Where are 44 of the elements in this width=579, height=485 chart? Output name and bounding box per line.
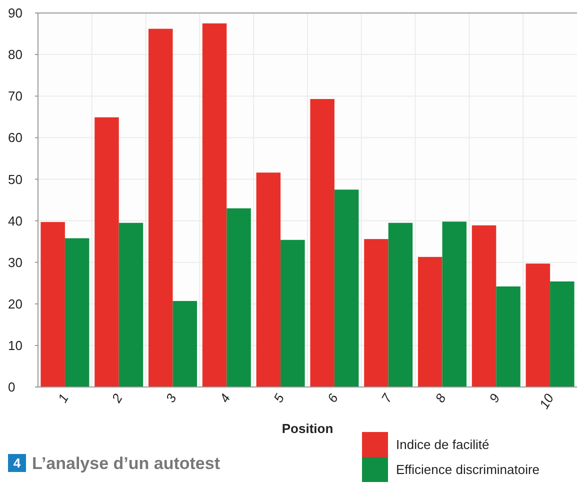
legend-label: Efficience discriminatoire	[396, 462, 540, 478]
bar	[226, 208, 251, 387]
y-tick-label: 40	[8, 213, 22, 228]
legend-label: Indice de facilité	[396, 437, 490, 452]
bar	[526, 264, 550, 387]
bar	[172, 300, 198, 387]
bar	[550, 281, 574, 387]
bar	[310, 99, 334, 387]
bar	[442, 222, 467, 387]
x-axis-title: Position	[282, 421, 334, 436]
y-tick-label: 70	[8, 88, 22, 104]
x-tick-label: 9	[486, 391, 503, 406]
bar	[472, 225, 496, 387]
y-tick-label: 30	[8, 254, 22, 270]
bar	[280, 240, 305, 387]
x-tick-label: 10	[536, 390, 557, 412]
y-tick-label: 90	[8, 6, 22, 21]
bar	[496, 286, 520, 387]
bar	[148, 28, 173, 387]
x-tick-label: 2	[108, 390, 126, 406]
x-tick-label: 6	[324, 390, 342, 406]
bar	[94, 117, 119, 387]
y-tick-label: 60	[8, 130, 22, 146]
bar	[388, 222, 413, 387]
x-tick-label: 3	[162, 390, 180, 406]
text: 4 L’analyse d’un autotest	[13, 454, 220, 473]
y-tick-label: 50	[8, 172, 22, 187]
bar	[202, 23, 227, 387]
y-tick-label: 20	[8, 296, 22, 312]
bar	[118, 222, 144, 387]
bar	[256, 172, 281, 387]
bar	[364, 239, 388, 387]
y-tick-label: 80	[8, 47, 22, 62]
bar	[40, 222, 65, 387]
x-tick-label: 4	[216, 391, 234, 406]
x-tick-label: 7	[378, 390, 396, 406]
bar	[418, 256, 442, 387]
bar	[334, 190, 359, 387]
y-tick-label: 10	[8, 338, 22, 353]
x-tick-label: 8	[432, 390, 450, 406]
x-tick-label: 1	[54, 391, 72, 406]
bar	[64, 238, 90, 387]
x-tick-label: 5	[270, 390, 288, 406]
y-tick-label: 0	[8, 380, 16, 395]
